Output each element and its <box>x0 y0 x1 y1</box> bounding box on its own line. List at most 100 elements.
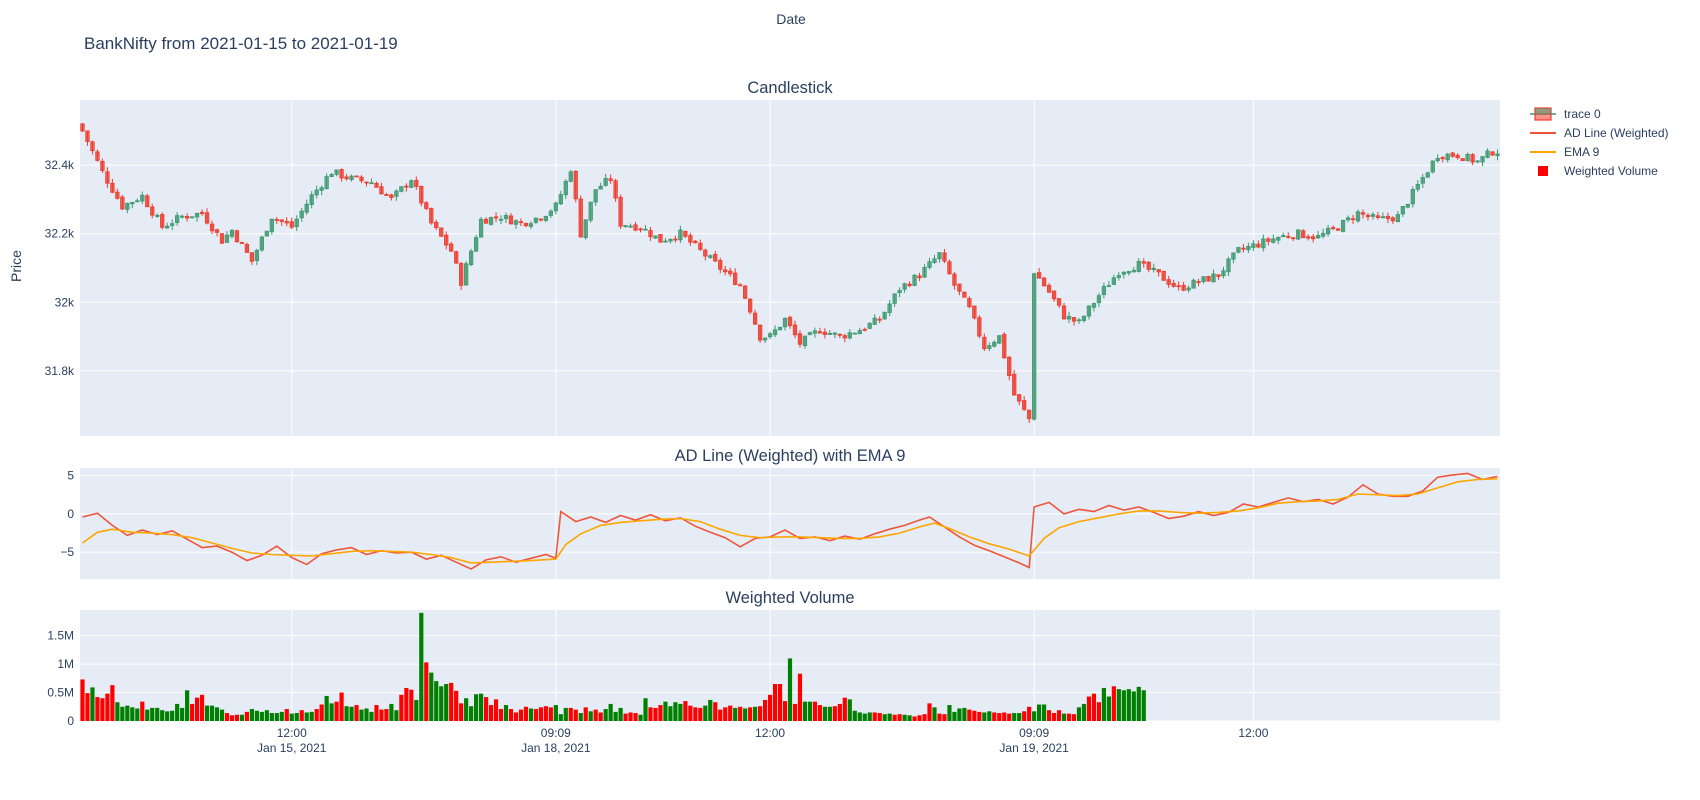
volume-bar <box>832 706 837 721</box>
volume-bar <box>852 710 857 721</box>
volume-bar <box>688 705 693 721</box>
volume-bar <box>140 701 145 721</box>
volume-bar <box>165 711 170 721</box>
candle-body <box>533 217 539 223</box>
candle-body <box>648 230 653 238</box>
volume-bar <box>314 709 319 721</box>
candle-body <box>1111 277 1117 285</box>
candle-body <box>992 341 997 347</box>
volume-bar <box>1106 696 1111 721</box>
candle-body <box>603 178 608 186</box>
candle-body <box>703 249 708 257</box>
candle-body <box>1340 219 1346 232</box>
candle-body <box>274 219 279 221</box>
volume-bar <box>469 706 474 721</box>
volume-bar <box>897 714 902 721</box>
candle-body <box>1141 261 1146 264</box>
candle-body <box>907 283 912 287</box>
legend-item-ad-line[interactable]: AD Line (Weighted) <box>1530 123 1669 142</box>
candle-body <box>1430 160 1435 173</box>
candle-body <box>523 222 529 227</box>
volume-bar <box>797 673 803 721</box>
candle-body <box>1420 177 1425 184</box>
legend-item-trace0[interactable]: trace 0 <box>1530 104 1669 123</box>
volume-bar <box>160 710 165 721</box>
candle-body <box>1027 409 1032 420</box>
volume-bar <box>439 686 444 721</box>
volume-bar <box>254 710 259 721</box>
volume-bar <box>90 687 95 721</box>
volume-bar <box>1086 696 1092 721</box>
candle-body <box>1226 258 1231 273</box>
candle-body <box>1355 211 1361 222</box>
candle-body <box>344 176 349 180</box>
candle-body <box>1166 279 1171 285</box>
volume-bar <box>279 711 284 721</box>
volume-bar <box>419 612 424 721</box>
candle-body <box>1076 319 1082 322</box>
volume-bar <box>1131 691 1136 721</box>
volume-bar <box>234 714 240 721</box>
candle-body <box>588 201 593 221</box>
y-tick-label: 5 <box>67 469 74 483</box>
candle-body <box>1156 269 1161 273</box>
volume-bar <box>444 684 449 721</box>
candle-body <box>234 230 240 242</box>
volume-bar <box>224 713 230 721</box>
candle-body <box>170 223 175 226</box>
candle-body <box>673 238 678 241</box>
volume-bar <box>987 711 992 721</box>
volume-bar <box>837 703 842 721</box>
volume-bar <box>543 706 548 721</box>
candle-body <box>787 316 793 327</box>
candle-body <box>543 215 549 221</box>
candle-body <box>384 194 389 196</box>
volume-bar <box>389 703 394 721</box>
y-tick-labels: 31.8k 32k 32.2k 32.4k −5 0 5 0 0.5M 1M 1.5M <box>45 158 75 728</box>
candle-body <box>1007 356 1012 377</box>
volume-bar <box>862 713 867 721</box>
candle-body <box>977 317 982 337</box>
volume-bar <box>120 706 125 721</box>
volume-bar <box>364 708 369 721</box>
volume-bar <box>294 713 299 721</box>
candle-body <box>194 212 200 218</box>
volume-bar <box>329 703 334 721</box>
x-tick-label: 12:00 <box>755 726 785 740</box>
candle-body <box>1071 317 1077 322</box>
candle-body <box>1395 214 1401 223</box>
volume-bar <box>643 698 648 721</box>
candle-body <box>454 251 459 264</box>
candle-body <box>165 225 170 229</box>
volume-bar <box>857 712 862 721</box>
candle-body <box>1036 272 1042 279</box>
volume-bar <box>658 705 663 721</box>
legend-label: EMA 9 <box>1564 144 1600 159</box>
candle-body <box>658 234 663 243</box>
legend-item-ema9[interactable]: EMA 9 <box>1530 142 1669 161</box>
candle-body <box>738 284 743 287</box>
volume-bar <box>1121 690 1126 721</box>
volume-bar <box>927 703 932 721</box>
legend-label: trace 0 <box>1564 106 1601 121</box>
candle-body <box>135 200 140 203</box>
volume-bar <box>1111 686 1116 721</box>
legend-item-volume[interactable]: Weighted Volume <box>1530 161 1669 180</box>
candle-body <box>503 215 509 220</box>
candle-body <box>1306 236 1311 239</box>
volume-bar <box>553 705 558 721</box>
volume-bar <box>404 687 409 721</box>
legend[interactable]: trace 0 AD Line (Weighted) EMA 9 Weighte… <box>1530 104 1669 180</box>
candle-body <box>593 189 598 203</box>
volume-bar <box>698 707 703 721</box>
candle-body <box>887 303 892 313</box>
candle-body <box>1056 298 1062 306</box>
candle-body <box>463 263 469 286</box>
candle-body <box>1291 237 1296 240</box>
volume-bar <box>1022 711 1027 721</box>
candle-body <box>1261 238 1266 249</box>
volume-bar <box>962 707 967 721</box>
candle-body <box>633 224 638 231</box>
volume-bar <box>703 705 708 721</box>
volume-bar <box>842 697 847 721</box>
